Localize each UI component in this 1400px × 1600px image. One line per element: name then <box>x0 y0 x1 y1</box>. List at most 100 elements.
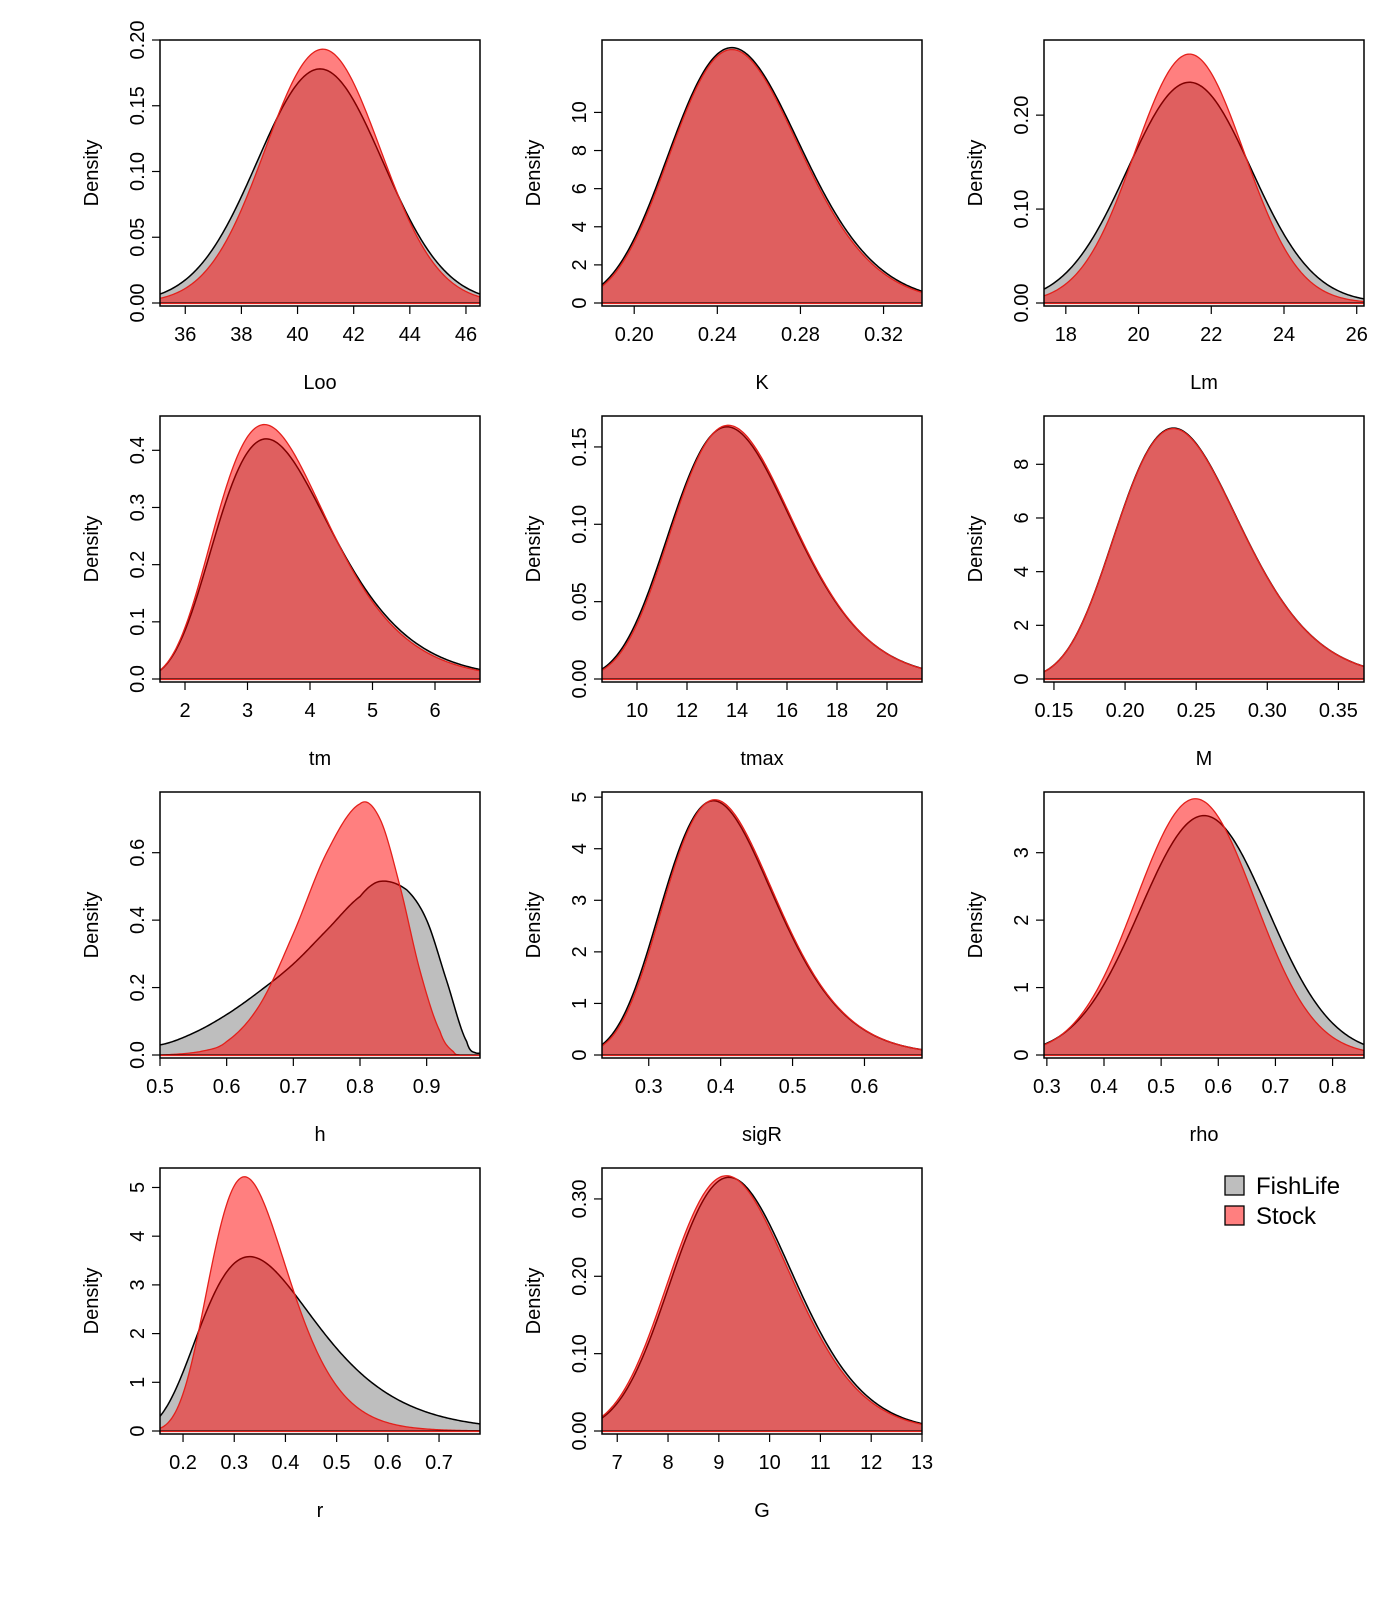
x-tick-label: 22 <box>1200 324 1222 346</box>
stock-density-line <box>602 424 922 671</box>
plot-area <box>602 1175 922 1433</box>
panel-m: 0.15 0.20 0.25 0.30 0.35 0 2 4 6 8 M Density <box>965 415 1365 770</box>
y-tick-label: 0.10 <box>127 152 149 191</box>
x-tick-label: 12 <box>860 1452 882 1474</box>
panel-tmax: 10 12 14 16 18 20 0.00 0.05 0.10 0.15 tmax Density <box>523 415 923 770</box>
y-tick-label: 4 <box>569 221 591 232</box>
fishlife-legend-swatch <box>1224 1175 1245 1196</box>
stock-density-area <box>1044 428 1364 679</box>
x-tick-label: 11 <box>810 1452 831 1474</box>
y-tick-label: 0.6 <box>127 839 149 867</box>
x-axis-label: Lm <box>1190 372 1218 394</box>
y-tick-label: 0.10 <box>1011 190 1033 229</box>
y-axis-label: Density <box>81 516 103 583</box>
x-tick-label: 10 <box>758 1452 780 1474</box>
plot-frame <box>1043 39 1365 307</box>
x-tick-label: 16 <box>776 700 798 722</box>
x-tick-label: 0.24 <box>698 324 737 346</box>
x-tick-label: 0.28 <box>781 324 820 346</box>
x-tick-label: 0.4 <box>272 1452 300 1474</box>
y-tick-label: 0.10 <box>569 505 591 544</box>
x-tick-label: 38 <box>230 324 252 346</box>
stock-density-line <box>602 48 922 294</box>
plot-area <box>160 48 480 305</box>
y-tick-label: 0.3 <box>127 494 149 522</box>
y-tick-label: 0.20 <box>127 21 149 60</box>
x-tick-label: 13 <box>911 1452 933 1474</box>
plot-area <box>1044 427 1364 681</box>
y-tick-label: 0.00 <box>1011 284 1033 323</box>
x-axis-label: Loo <box>303 372 336 394</box>
stock-density-area <box>160 424 480 679</box>
x-axis-label: M <box>1196 748 1213 770</box>
x-tick-label: 0.5 <box>1147 1076 1175 1098</box>
stock-density-area <box>602 1175 922 1431</box>
y-tick-label: 0 <box>569 297 591 308</box>
y-tick-label: 0.15 <box>127 86 149 125</box>
x-tick-label: 0.3 <box>1033 1076 1061 1098</box>
fishlife-density-line <box>602 46 922 292</box>
y-axis-label: Density <box>965 516 987 583</box>
y-tick-label: 0.05 <box>569 582 591 621</box>
y-axis-label: Density <box>523 516 545 583</box>
x-tick-label: 20 <box>876 700 898 722</box>
plot-frame <box>159 415 481 683</box>
x-tick-label: 36 <box>174 324 196 346</box>
y-tick-label: 1 <box>127 1377 149 1388</box>
y-tick-label: 0 <box>569 1049 591 1060</box>
stock-density-line <box>160 48 480 299</box>
y-tick-label: 0.4 <box>127 906 149 934</box>
x-tick-label: 6 <box>429 700 440 722</box>
y-axis-label: Density <box>523 140 545 207</box>
stock-density-area <box>1044 798 1364 1055</box>
x-tick-label: 0.4 <box>707 1076 735 1098</box>
stock-density-area <box>602 49 922 303</box>
y-tick-label: 2 <box>569 259 591 270</box>
y-tick-label: 0.4 <box>127 436 149 464</box>
x-tick-label: 44 <box>399 324 421 346</box>
x-tick-label: 0.8 <box>346 1076 374 1098</box>
x-tick-label: 12 <box>676 700 698 722</box>
stock-density-line <box>1044 53 1364 303</box>
x-tick-label: 0.6 <box>851 1076 879 1098</box>
stock-density-area <box>160 49 480 304</box>
x-tick-label: 0.6 <box>213 1076 241 1098</box>
panel-tm: 2 3 4 5 6 0.0 0.1 0.2 0.3 0.4 tm Density <box>81 415 481 770</box>
x-tick-label: 46 <box>455 324 477 346</box>
x-tick-label: 0.5 <box>146 1076 174 1098</box>
stock-density-line <box>602 799 922 1051</box>
y-tick-label: 0.20 <box>569 1257 591 1296</box>
y-tick-label: 0.0 <box>127 665 149 693</box>
panel-k: 0.20 0.24 0.28 0.32 0 2 4 6 8 10 K Density <box>523 39 923 394</box>
y-tick-label: 1 <box>569 998 591 1009</box>
y-tick-label: 0.0 <box>127 1041 149 1069</box>
plot-frame <box>601 415 923 683</box>
panel-lm: 18 20 22 24 26 0.00 0.10 0.20 Lm Density <box>965 39 1368 394</box>
y-tick-label: 2 <box>127 1328 149 1339</box>
plot-area <box>1044 53 1364 305</box>
x-tick-label: 0.20 <box>615 324 654 346</box>
y-tick-label: 0.2 <box>127 551 149 579</box>
x-axis-label: h <box>314 1124 325 1146</box>
x-axis-label: tmax <box>740 748 783 770</box>
y-axis-label: Density <box>81 892 103 959</box>
x-tick-label: 0.20 <box>1106 700 1145 722</box>
plot-frame <box>1043 415 1365 683</box>
plot-area <box>602 46 922 305</box>
y-tick-label: 0.20 <box>1011 96 1033 135</box>
x-tick-label: 2 <box>179 700 190 722</box>
x-tick-label: 0.5 <box>323 1452 351 1474</box>
x-axis-label: sigR <box>742 1124 782 1146</box>
stock-density-line <box>160 1176 480 1432</box>
x-tick-label: 0.6 <box>1204 1076 1232 1098</box>
y-tick-label: 0.15 <box>569 427 591 466</box>
stock-density-line <box>160 423 480 672</box>
stock-density-line <box>602 1175 922 1425</box>
y-tick-label: 4 <box>127 1231 149 1242</box>
x-axis-label: r <box>317 1500 324 1522</box>
x-tick-label: 0.6 <box>374 1452 402 1474</box>
x-tick-label: 0.4 <box>1090 1076 1118 1098</box>
y-tick-label: 3 <box>127 1279 149 1290</box>
plot-area <box>160 423 480 681</box>
stock-legend-swatch <box>1224 1205 1245 1226</box>
